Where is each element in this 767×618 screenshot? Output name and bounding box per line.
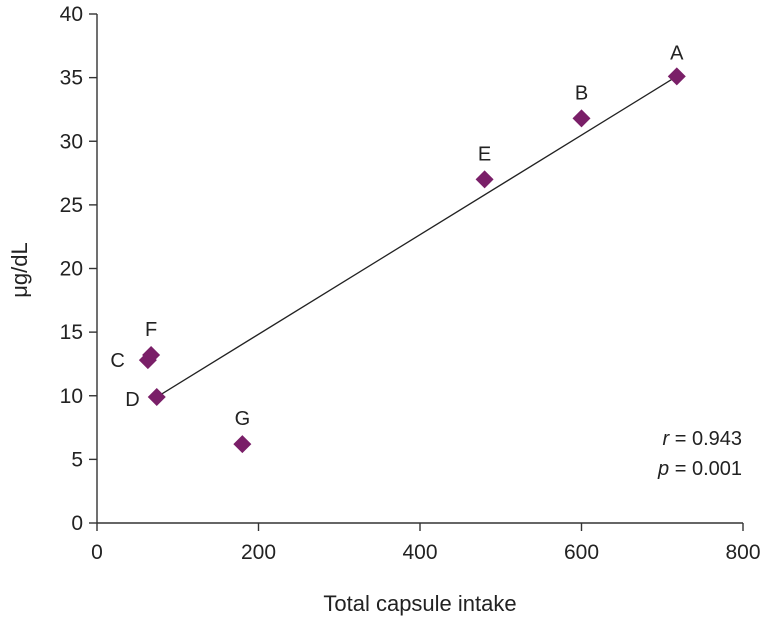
p-value-text: p = 0.001: [657, 458, 742, 480]
x-axis-title: Total capsule intake: [323, 591, 516, 616]
regression-line: [156, 75, 678, 398]
p-symbol: p: [657, 458, 669, 480]
y-tick-label: 30: [60, 130, 83, 153]
data-point-e: [475, 170, 494, 189]
y-tick-label: 25: [60, 194, 83, 217]
data-point-b: [572, 109, 591, 128]
y-tick-label: 35: [60, 67, 83, 90]
y-tick-label: 20: [60, 258, 83, 281]
y-tick-label: 15: [60, 321, 83, 344]
r-value-text: r = 0.943: [662, 428, 742, 450]
x-tick-label: 400: [402, 541, 437, 564]
fit-line-group: [156, 75, 678, 398]
point-label-a: A: [670, 42, 684, 64]
point-label-c: C: [110, 350, 124, 372]
y-axis-title: μg/dL: [7, 242, 32, 298]
r-value: = 0.943: [669, 428, 742, 450]
y-tick-label: 5: [71, 448, 83, 471]
x-tick-label: 600: [564, 541, 599, 564]
data-point-a: [667, 67, 686, 86]
data-point-d: [147, 388, 166, 407]
point-label-d: D: [125, 389, 139, 411]
point-label-g: G: [235, 408, 251, 430]
point-label-f: F: [145, 319, 157, 341]
data-point-g: [233, 435, 252, 454]
data-point-c: [138, 351, 157, 370]
r-symbol: r: [662, 428, 670, 450]
p-value: = 0.001: [669, 458, 742, 480]
x-tick-label: 800: [725, 541, 760, 564]
point-label-b: B: [575, 82, 588, 104]
x-tick-label: 200: [241, 541, 276, 564]
data-points: A B E FCD G: [110, 42, 686, 454]
y-tick-label: 40: [60, 3, 83, 26]
y-tick-label: 10: [60, 385, 83, 408]
x-tick-label: 0: [91, 541, 103, 564]
point-label-e: E: [478, 143, 491, 165]
y-tick-label: 0: [71, 512, 83, 535]
